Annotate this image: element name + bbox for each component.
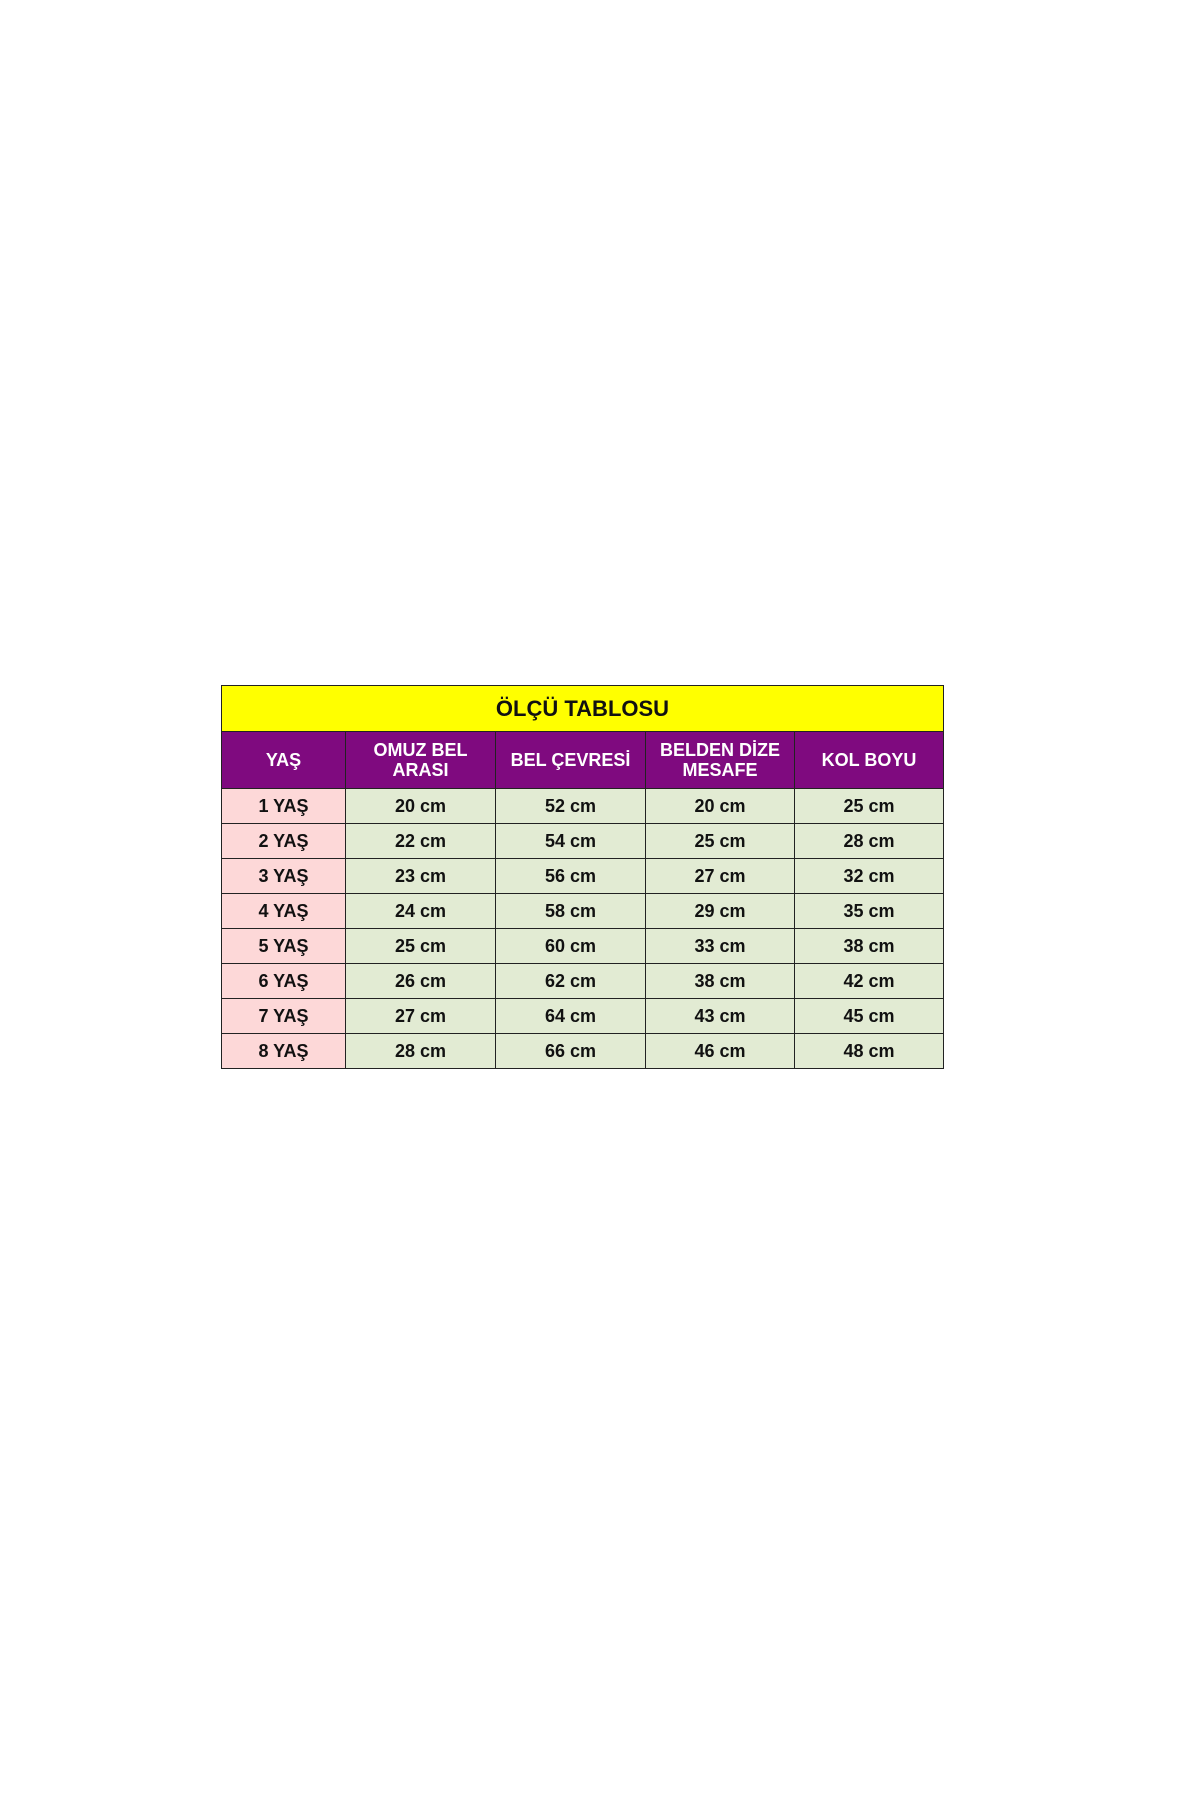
size-chart-table: ÖLÇÜ TABLOSU YAŞ OMUZ BEL ARASI BEL ÇEVRES…	[221, 685, 944, 1069]
measurement-cell: 20 cm	[645, 788, 795, 824]
measurement-cell: 28 cm	[345, 1033, 496, 1069]
table-row: 8 YAŞ 28 cm 66 cm 46 cm 48 cm	[221, 1033, 944, 1069]
measurement-cell: 42 cm	[794, 963, 944, 999]
age-cell: 2 YAŞ	[221, 823, 346, 859]
measurement-cell: 48 cm	[794, 1033, 944, 1069]
measurement-cell: 54 cm	[495, 823, 646, 859]
header-row: YAŞ OMUZ BEL ARASI BEL ÇEVRESİ BELDEN DİZE …	[221, 731, 944, 789]
measurement-cell: 66 cm	[495, 1033, 646, 1069]
table-row: 2 YAŞ 22 cm 54 cm 25 cm 28 cm	[221, 823, 944, 859]
measurement-cell: 25 cm	[345, 928, 496, 964]
measurement-cell: 33 cm	[645, 928, 795, 964]
column-header: OMUZ BEL ARASI	[345, 731, 496, 789]
column-header: BELDEN DİZE MESAFE	[645, 731, 795, 789]
measurement-cell: 20 cm	[345, 788, 496, 824]
age-cell: 3 YAŞ	[221, 858, 346, 894]
measurement-cell: 22 cm	[345, 823, 496, 859]
measurement-cell: 23 cm	[345, 858, 496, 894]
measurement-cell: 26 cm	[345, 963, 496, 999]
table-row: 6 YAŞ 26 cm 62 cm 38 cm 42 cm	[221, 963, 944, 999]
age-cell: 7 YAŞ	[221, 998, 346, 1034]
measurement-cell: 64 cm	[495, 998, 646, 1034]
measurement-cell: 56 cm	[495, 858, 646, 894]
age-cell: 1 YAŞ	[221, 788, 346, 824]
column-header: KOL BOYU	[794, 731, 944, 789]
table-row: 7 YAŞ 27 cm 64 cm 43 cm 45 cm	[221, 998, 944, 1034]
measurement-cell: 24 cm	[345, 893, 496, 929]
measurement-cell: 27 cm	[645, 858, 795, 894]
column-header: YAŞ	[221, 731, 346, 789]
measurement-cell: 27 cm	[345, 998, 496, 1034]
age-cell: 5 YAŞ	[221, 928, 346, 964]
measurement-cell: 29 cm	[645, 893, 795, 929]
age-cell: 8 YAŞ	[221, 1033, 346, 1069]
measurement-cell: 38 cm	[645, 963, 795, 999]
column-header: BEL ÇEVRESİ	[495, 731, 646, 789]
table-title: ÖLÇÜ TABLOSU	[221, 685, 944, 732]
measurement-cell: 35 cm	[794, 893, 944, 929]
age-cell: 4 YAŞ	[221, 893, 346, 929]
measurement-cell: 45 cm	[794, 998, 944, 1034]
measurement-cell: 28 cm	[794, 823, 944, 859]
table-row: 4 YAŞ 24 cm 58 cm 29 cm 35 cm	[221, 893, 944, 929]
measurement-cell: 52 cm	[495, 788, 646, 824]
measurement-cell: 25 cm	[645, 823, 795, 859]
table-row: 1 YAŞ 20 cm 52 cm 20 cm 25 cm	[221, 788, 944, 824]
measurement-cell: 38 cm	[794, 928, 944, 964]
measurement-cell: 43 cm	[645, 998, 795, 1034]
table-row: 3 YAŞ 23 cm 56 cm 27 cm 32 cm	[221, 858, 944, 894]
measurement-cell: 25 cm	[794, 788, 944, 824]
measurement-cell: 58 cm	[495, 893, 646, 929]
table-row: 5 YAŞ 25 cm 60 cm 33 cm 38 cm	[221, 928, 944, 964]
measurement-cell: 32 cm	[794, 858, 944, 894]
measurement-cell: 62 cm	[495, 963, 646, 999]
age-cell: 6 YAŞ	[221, 963, 346, 999]
measurement-cell: 60 cm	[495, 928, 646, 964]
measurement-cell: 46 cm	[645, 1033, 795, 1069]
